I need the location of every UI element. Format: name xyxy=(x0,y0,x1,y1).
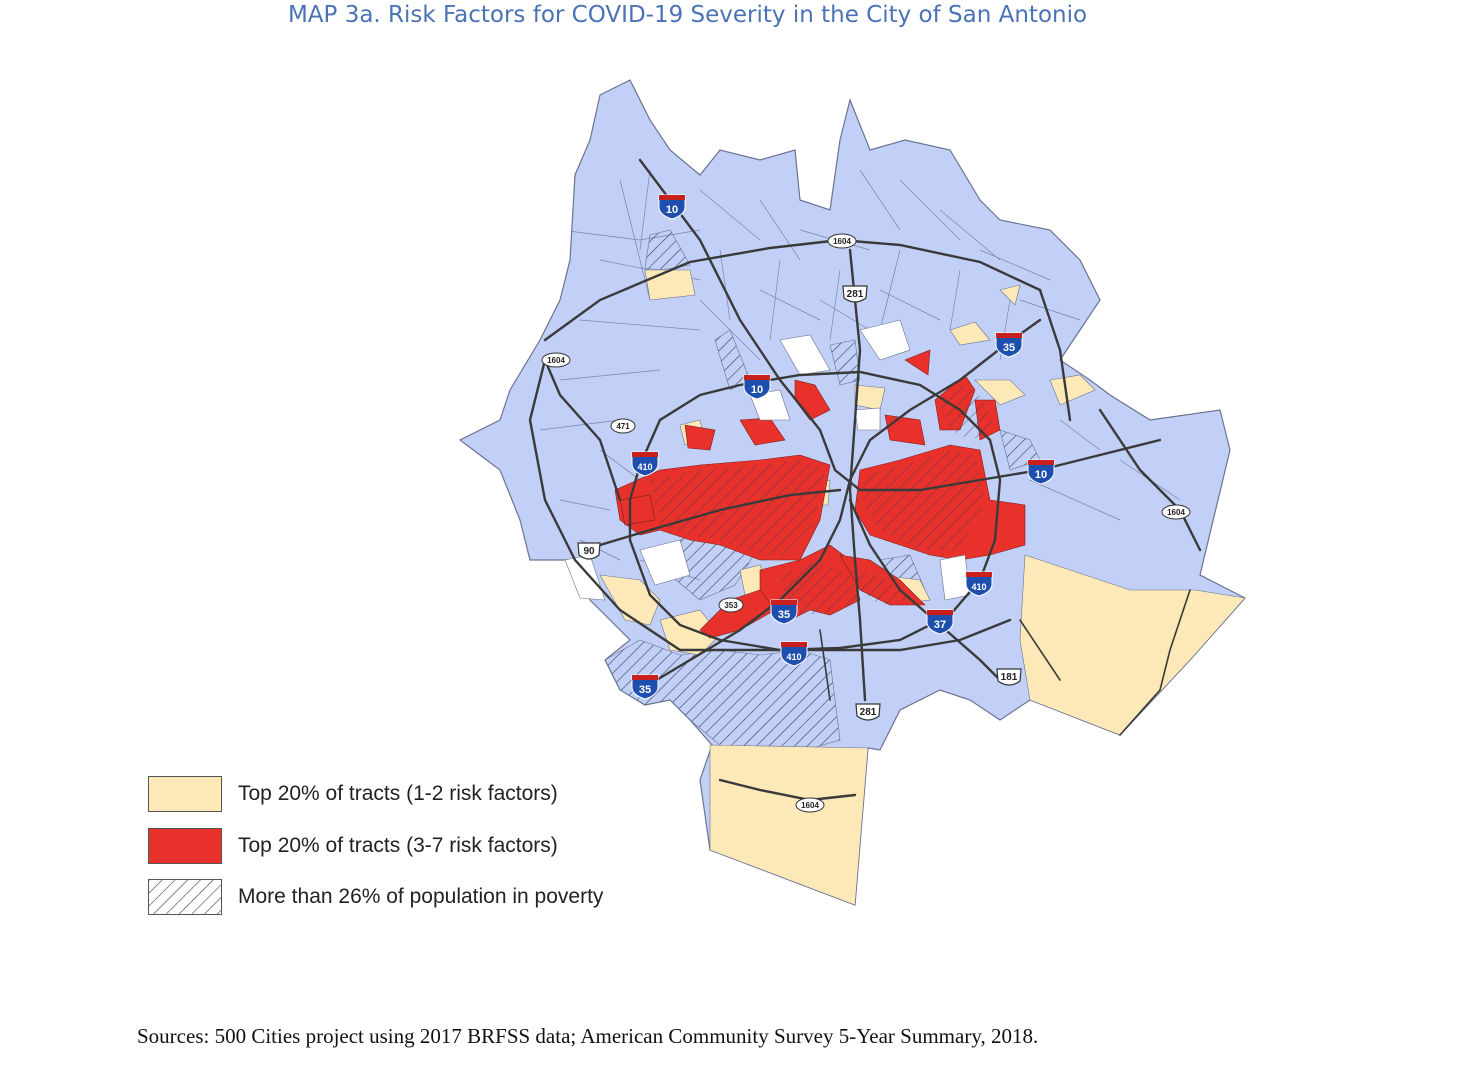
i410-south-shield: 410 xyxy=(780,641,808,667)
poverty-areas xyxy=(604,229,1041,761)
s353-shield: 353 xyxy=(718,597,744,613)
legend-swatch-low xyxy=(148,776,222,812)
sources-note: Sources: 500 Cities project using 2017 B… xyxy=(137,1024,1039,1048)
svg-text:10: 10 xyxy=(666,204,678,216)
svg-text:10: 10 xyxy=(751,384,763,396)
svg-text:410: 410 xyxy=(637,462,652,472)
svg-text:35: 35 xyxy=(778,609,790,621)
s1604-east-shield: 1604 xyxy=(1161,504,1191,520)
map-title: MAP 3a. Risk Factors for COVID-19 Severi… xyxy=(287,2,1088,28)
svg-text:90: 90 xyxy=(583,546,595,557)
i35-north-shield: 35 xyxy=(995,332,1023,358)
svg-text:35: 35 xyxy=(1003,342,1015,354)
svg-text:281: 281 xyxy=(860,707,877,718)
svg-text:410: 410 xyxy=(971,582,986,592)
san-antonio-map: 10 10 10 35 35 35 41 xyxy=(458,79,1246,906)
legend-label-poverty: More than 26% of population in poverty xyxy=(238,885,604,908)
svg-text:353: 353 xyxy=(724,601,738,610)
legend-swatch-poverty xyxy=(148,879,222,915)
svg-text:181: 181 xyxy=(1001,672,1018,683)
s1604-south-shield: 1604 xyxy=(795,797,825,813)
legend-swatch-high xyxy=(148,828,222,864)
svg-text:35: 35 xyxy=(639,684,651,696)
s181-shield: 181 xyxy=(996,668,1022,686)
svg-text:10: 10 xyxy=(1035,469,1047,481)
svg-text:1604: 1604 xyxy=(547,356,565,365)
s281-south-shield: 281 xyxy=(855,703,881,721)
legend-label-low: Top 20% of tracts (1-2 risk factors) xyxy=(238,782,558,805)
s90-shield: 90 xyxy=(577,542,601,560)
i10-east-shield: 10 xyxy=(1027,459,1055,485)
interstate-shields: 10 10 10 35 35 35 41 xyxy=(631,194,1055,700)
s1604-north-shield: 1604 xyxy=(827,233,857,249)
s471-shield: 471 xyxy=(610,418,636,434)
i10-mid-shield: 10 xyxy=(743,374,771,400)
i10-north-shield: 10 xyxy=(658,194,686,220)
poverty-core-hatch xyxy=(650,385,995,615)
legend-item-low: Top 20% of tracts (1-2 risk factors) xyxy=(148,775,558,813)
svg-text:1604: 1604 xyxy=(1167,508,1185,517)
i410-east-shield: 410 xyxy=(965,571,993,597)
svg-text:37: 37 xyxy=(934,619,946,631)
svg-text:1604: 1604 xyxy=(833,237,851,246)
legend-item-high: Top 20% of tracts (3-7 risk factors) xyxy=(148,827,558,865)
state-route-shields: 1604 1604 1604 1604 471 353 xyxy=(541,233,1191,813)
us-route-shields: 281 281 90 181 xyxy=(577,285,1022,721)
i37-shield: 37 xyxy=(926,609,954,635)
i35-mid-shield: 35 xyxy=(770,599,798,625)
s281-north-shield: 281 xyxy=(842,285,868,303)
svg-text:410: 410 xyxy=(786,652,801,662)
s1604-west-shield: 1604 xyxy=(541,352,571,368)
svg-text:1604: 1604 xyxy=(801,801,819,810)
legend-label-high: Top 20% of tracts (3-7 risk factors) xyxy=(238,834,558,857)
svg-text:281: 281 xyxy=(847,289,864,300)
i35-south-shield: 35 xyxy=(631,674,659,700)
legend-item-poverty: More than 26% of population in poverty xyxy=(148,878,603,916)
i410-west-shield: 410 xyxy=(631,451,659,477)
svg-text:471: 471 xyxy=(616,422,630,431)
